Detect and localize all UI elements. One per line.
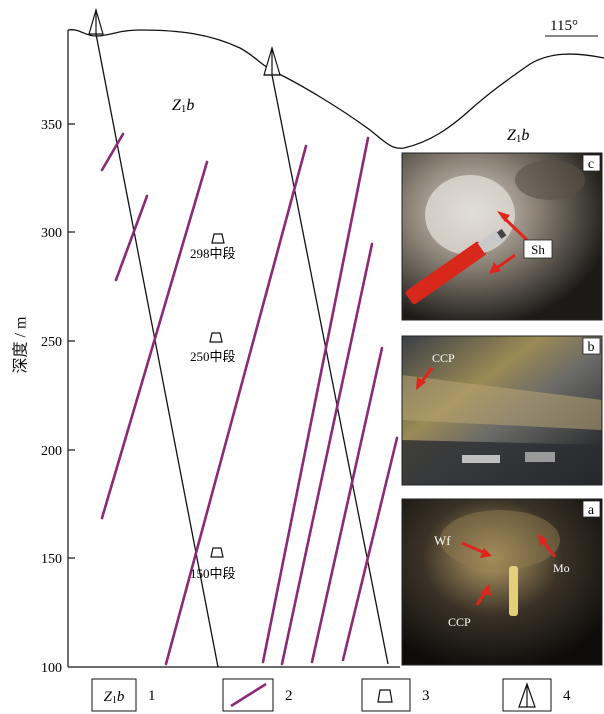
level-symbol [209, 332, 223, 343]
ore-veins [100, 132, 399, 666]
marker-pen [405, 228, 507, 305]
legend-item-3: 3 [361, 678, 430, 712]
ore-vein [261, 136, 370, 664]
level-label: 250中段 [190, 349, 236, 364]
level-marker-298: 298中段 [190, 233, 236, 261]
ore-vein [114, 194, 149, 282]
panel-letter: c [588, 157, 594, 172]
ore-vein [100, 160, 209, 520]
mineral-label: Mo [553, 561, 570, 575]
y-ticks [68, 123, 75, 559]
photo-panel-b: b CCP [401, 335, 603, 486]
level-label: 150中段 [190, 566, 236, 581]
arrowhead [480, 548, 492, 558]
legend-item-2: 2 [222, 678, 293, 712]
legend-number: 4 [563, 688, 571, 704]
formation-label: Z1b [507, 127, 529, 145]
legend-item-4: 4 [502, 678, 571, 712]
svg-text:Z1b: Z1b [104, 689, 125, 706]
ore-vein [280, 242, 374, 666]
photo-panel-c: c Sh [401, 152, 603, 321]
formation-label: Z1b [172, 97, 194, 115]
y-tick-label: 100 [41, 661, 62, 676]
level-marker-250: 250中段 [190, 332, 236, 364]
topographic-profile [67, 29, 604, 149]
drill-trace [271, 74, 389, 665]
ore-vein [164, 144, 308, 666]
hammer-handle [509, 566, 518, 616]
mineral-label: Wf [434, 533, 451, 548]
legend-number: 3 [422, 688, 430, 704]
level-symbol [210, 547, 224, 558]
drill-trace [95, 33, 219, 668]
drill-symbol [263, 45, 281, 76]
orientation-label: 115° [550, 18, 578, 34]
panel-letter: a [588, 503, 595, 518]
y-axis-label-text: 深度 / m [12, 316, 29, 374]
y-tick-label: 150 [41, 552, 62, 567]
legend-number: 2 [285, 688, 293, 704]
photo-panel-a: a Wf Mo CCP [401, 498, 603, 666]
ore-vein [100, 132, 125, 172]
y-tick-label: 350 [41, 118, 62, 133]
legend-item-1: Z1b 1 [91, 678, 156, 712]
level-symbol [211, 233, 225, 244]
legend: Z1b 1 2 3 4 [91, 678, 571, 712]
arrowhead [489, 262, 501, 274]
level-label: 298中段 [190, 246, 236, 261]
panel-letter: b [588, 340, 595, 355]
ore-vein [310, 346, 384, 664]
y-tick-label: 300 [41, 226, 62, 241]
drill-symbol [88, 7, 104, 35]
arrow [461, 541, 486, 555]
level-marker-150: 150中段 [190, 547, 236, 581]
arrowhead [481, 584, 491, 596]
arrowhead [497, 211, 510, 222]
y-axis-label: 深度 / m [4, 300, 32, 390]
ore-vein [341, 436, 399, 662]
mineral-label: CCP [448, 615, 471, 629]
arrowhead [538, 534, 548, 546]
y-tick-label: 250 [41, 335, 62, 350]
y-tick-label: 200 [41, 444, 62, 459]
mineral-label: Sh [531, 242, 545, 257]
mineral-label: CCP [432, 351, 455, 365]
arrowhead [416, 377, 426, 390]
legend-number: 1 [148, 688, 156, 704]
y-tick-labels: 350 300 250 200 150 100 [41, 118, 62, 676]
